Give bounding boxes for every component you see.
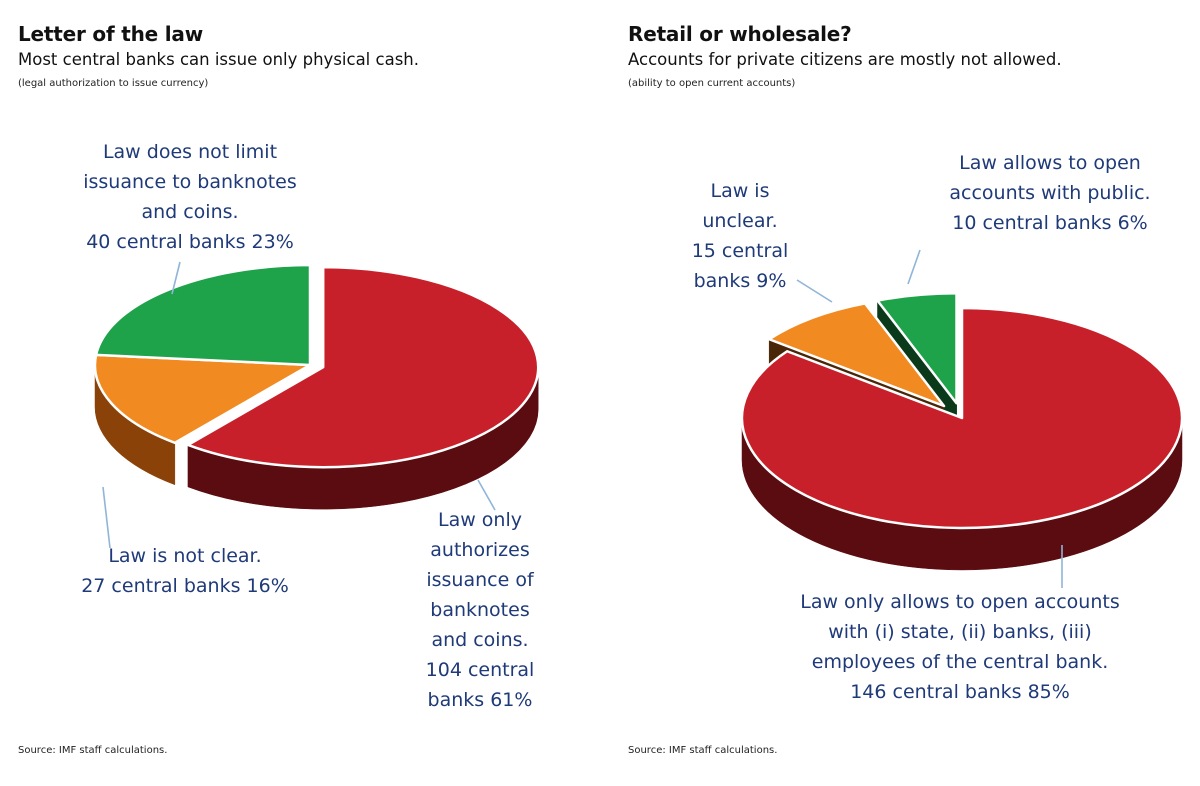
left-chart-source: Source: IMF staff calculations. <box>18 745 168 756</box>
pie-slice-0 <box>740 306 1184 530</box>
left-label-red: Law only authorizes issuance of banknote… <box>425 509 535 711</box>
pie-slice-2 <box>876 292 958 405</box>
right-chart-source: Source: IMF staff calculations. <box>628 745 778 756</box>
left-chart-subtitle: Most central banks can issue only physic… <box>18 50 419 69</box>
left-leader-red <box>477 479 496 511</box>
right-chart-subtitle: Accounts for private citizens are mostly… <box>628 50 1062 69</box>
right-label-red: Law only allows to open accounts with (i… <box>800 591 1120 703</box>
right-leader-orange <box>796 279 833 303</box>
left-pie-chart <box>93 261 540 549</box>
left-label-green: Law does not limit issuance to banknotes… <box>83 141 297 253</box>
left-leader-orange <box>102 486 111 549</box>
left-leader-green <box>171 261 181 295</box>
right-chart-note: (ability to open current accounts) <box>628 78 796 89</box>
right-label-green: Law allows to open accounts with public.… <box>949 152 1151 234</box>
right-label-orange: Law is unclear. 15 central banks 9% <box>691 180 789 292</box>
right-leader-green <box>907 249 921 285</box>
left-chart-title: Letter of the law <box>18 22 203 46</box>
pie-slice-2 <box>94 263 312 367</box>
pie-slice-1 <box>767 302 946 408</box>
pie-slice-0 <box>186 265 540 469</box>
right-pie-chart <box>740 249 1184 588</box>
right-chart-panel: Retail or wholesale? Accounts for privat… <box>600 0 1200 786</box>
pie-slice-1 <box>93 353 312 445</box>
left-label-orange: Law is not clear. 27 central banks 16% <box>81 545 289 597</box>
left-chart-panel: Letter of the law Most central banks can… <box>18 22 540 756</box>
right-chart-title: Retail or wholesale? <box>628 22 852 46</box>
left-chart-note: (legal authorization to issue currency) <box>18 78 209 89</box>
